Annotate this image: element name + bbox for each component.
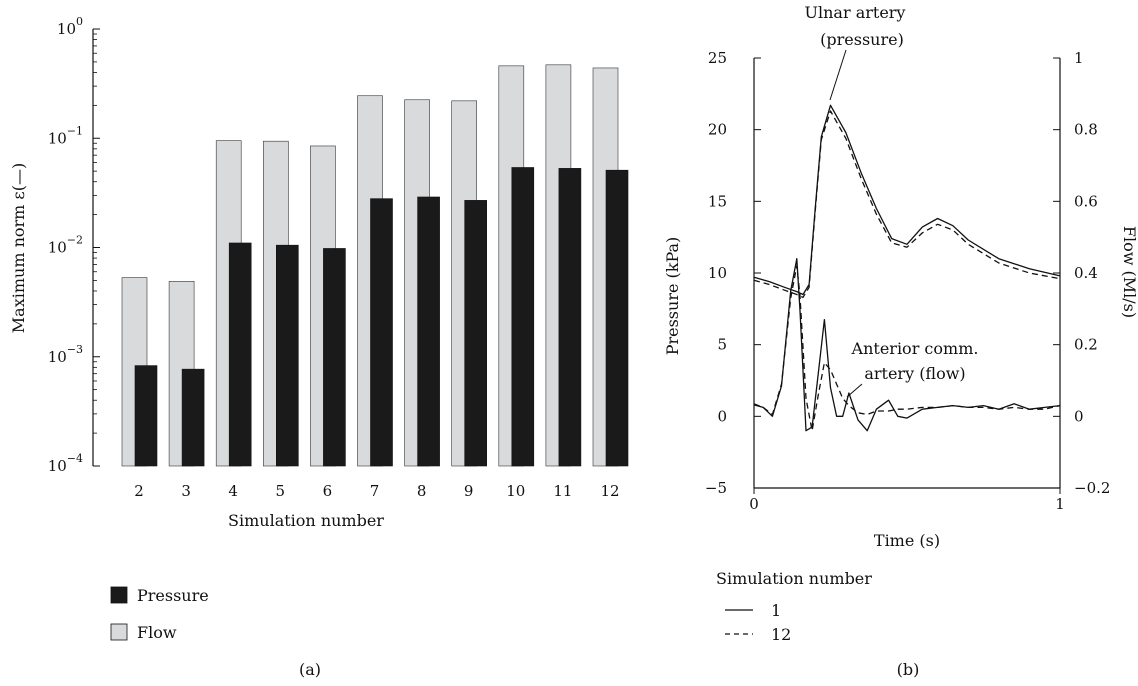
legend-label-12: 12 bbox=[771, 625, 791, 644]
x-axis-title: Simulation number bbox=[228, 511, 384, 530]
series-pressure-sim-12 bbox=[753, 110, 1061, 299]
bar-pressure bbox=[323, 248, 346, 467]
panel-label-a: (a) bbox=[299, 660, 321, 679]
legend-label-flow: Flow bbox=[137, 623, 177, 642]
x-tick-label: 6 bbox=[323, 482, 333, 500]
x-tick-label: 9 bbox=[464, 482, 474, 500]
series-flow-sim-12 bbox=[753, 265, 1061, 432]
bar-pressure bbox=[181, 368, 205, 467]
y-axis-title: Maximum norm ε(—) bbox=[9, 163, 28, 333]
bar-pressure bbox=[511, 167, 535, 467]
bar-pressure bbox=[228, 242, 252, 467]
annotation-anterior-leader bbox=[846, 383, 863, 398]
series-flow-sim-1 bbox=[753, 258, 1061, 432]
legend-label-1: 1 bbox=[771, 601, 781, 620]
legend-swatch-flow bbox=[110, 623, 128, 641]
x-ticks: 2 3 4 5 6 7 8 9 10 11 12 bbox=[134, 482, 619, 500]
x-tick-label: 4 bbox=[228, 482, 238, 500]
right-y-tick-label: −0.2 bbox=[1074, 479, 1110, 497]
y-tick-label: 10−3 bbox=[48, 343, 83, 366]
left-y-tick-label: 10 bbox=[708, 264, 727, 282]
bar-pressure bbox=[134, 365, 158, 467]
y-tick-label: 10−4 bbox=[48, 452, 83, 475]
annotation-ulnar-artery: Ulnar artery (pressure) bbox=[805, 3, 906, 101]
x-tick-label: 11 bbox=[553, 482, 572, 500]
legend-label-pressure: Pressure bbox=[137, 586, 209, 605]
x-tick-label: 7 bbox=[370, 482, 380, 500]
left-y-tick-label: 15 bbox=[708, 192, 727, 210]
left-y-tick-label: 25 bbox=[708, 49, 727, 67]
x-tick-label: 1 bbox=[1055, 495, 1065, 513]
y-ticks: 100 10−1 10−2 10−3 10−4 bbox=[48, 15, 100, 475]
annotation-anterior-line-1: Anterior comm. bbox=[851, 339, 979, 358]
bar-pressure bbox=[464, 200, 488, 467]
right-y-tick-label: 0.2 bbox=[1074, 336, 1098, 354]
legend-swatch-pressure bbox=[110, 586, 128, 604]
x-tick-label: 0 bbox=[749, 495, 759, 513]
y-tick-label: 10−1 bbox=[48, 124, 83, 147]
legend-a: Pressure Flow bbox=[110, 586, 209, 642]
bar-pressure bbox=[370, 198, 393, 467]
annotation-anterior-line-2: artery (flow) bbox=[864, 364, 965, 383]
right-y-tick-label: 0.6 bbox=[1074, 192, 1098, 210]
bar-pressure bbox=[558, 168, 582, 467]
right-y-tick-label: 1 bbox=[1074, 49, 1084, 67]
left-y-tick-label: −5 bbox=[705, 479, 727, 497]
annotation-ulnar-leader bbox=[829, 49, 847, 101]
series-pressure-sim-1 bbox=[753, 104, 1061, 296]
left-y-tick-label: 5 bbox=[717, 336, 727, 354]
x-tick-label: 10 bbox=[506, 482, 525, 500]
bar-pressure bbox=[417, 196, 440, 467]
right-y-tick-label: 0.4 bbox=[1074, 264, 1098, 282]
right-y-tick-label: 0 bbox=[1074, 407, 1084, 425]
line-series bbox=[753, 104, 1061, 432]
panel-label-b: (b) bbox=[897, 660, 920, 679]
bar-chart-panel-a: 100 10−1 10−2 10−3 10−4 2 3 4 5 6 7 8 9 10 11 12 Maxim… bbox=[9, 15, 629, 679]
y-tick-label: 10−2 bbox=[48, 234, 83, 257]
annotation-ulnar-line-2: (pressure) bbox=[820, 30, 904, 49]
x-tick-label: 2 bbox=[134, 482, 144, 500]
x-tick-label: 8 bbox=[417, 482, 427, 500]
left-y-tick-label: 0 bbox=[717, 407, 727, 425]
legend-b: Simulation number 1 12 bbox=[716, 569, 872, 644]
right-y-tick-label: 0.8 bbox=[1074, 121, 1098, 139]
bar-pressure bbox=[275, 244, 299, 467]
left-y-axis-title: Pressure (kPa) bbox=[663, 237, 682, 356]
x-tick-label: 5 bbox=[276, 482, 286, 500]
y-tick-label: 100 bbox=[57, 15, 83, 38]
legend-title: Simulation number bbox=[716, 569, 872, 588]
right-y-ticks: 1 0.8 0.6 0.4 0.2 0 −0.2 bbox=[1053, 49, 1110, 497]
annotation-anterior-comm-artery: Anterior comm. artery (flow) bbox=[846, 339, 979, 398]
x-tick-label: 12 bbox=[600, 482, 619, 500]
bar-series bbox=[121, 64, 629, 467]
x-tick-label: 3 bbox=[181, 482, 191, 500]
annotation-ulnar-line-1: Ulnar artery bbox=[805, 3, 906, 22]
left-y-tick-label: 20 bbox=[708, 121, 727, 139]
x-axis-title: Time (s) bbox=[874, 531, 940, 550]
bar-pressure bbox=[605, 169, 629, 467]
left-y-ticks: 25 20 15 10 5 0 −5 bbox=[705, 49, 761, 497]
right-y-axis-title: Flow (Ml/s) bbox=[1120, 226, 1138, 318]
